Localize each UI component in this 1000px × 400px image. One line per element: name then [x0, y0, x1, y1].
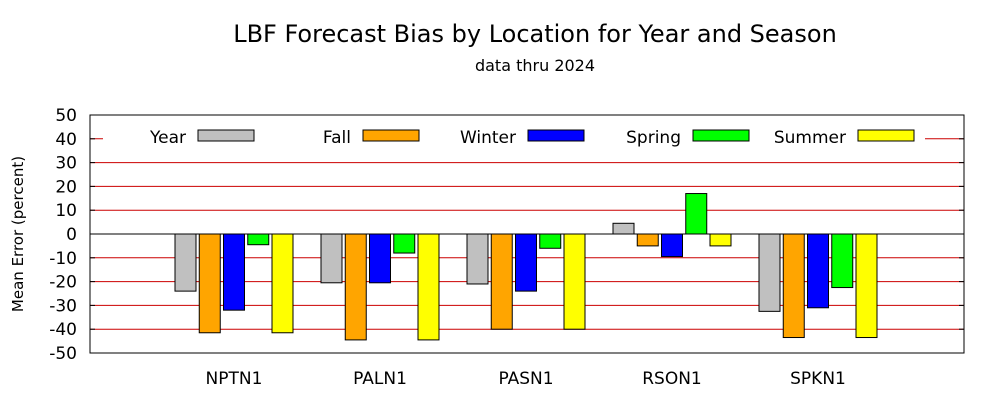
bar-spkn1-year: [758, 233, 781, 312]
bar-nptn1-spring: [247, 233, 270, 246]
x-tick-label: PASN1: [498, 369, 553, 389]
legend-swatch-spring: [692, 129, 750, 142]
bar-pasn1-year: [466, 233, 489, 285]
bar-nptn1-year: [174, 233, 197, 292]
y-tick-label: -20: [49, 273, 77, 293]
y-axis-label: Mean Error (percent): [9, 156, 27, 312]
legend-swatch-year: [197, 129, 255, 142]
bar-paln1-year: [320, 233, 343, 284]
bar-nptn1-winter: [223, 233, 245, 311]
y-tick-label: 10: [55, 201, 77, 221]
bar-spkn1-spring: [831, 233, 854, 289]
bar-spkn1-winter: [807, 233, 829, 309]
y-tick-label: -50: [49, 344, 77, 364]
legend-label-year: Year: [149, 128, 186, 148]
bar-nptn1-fall: [198, 233, 221, 334]
y-tick-label: -40: [49, 320, 77, 340]
bar-paln1-fall: [344, 233, 367, 341]
legend-label-fall: Fall: [323, 128, 351, 148]
bar-spkn1-fall: [782, 233, 805, 339]
x-tick-label: RSON1: [642, 369, 702, 389]
chart-subtitle: data thru 2024: [474, 56, 596, 75]
legend-label-summer: Summer: [774, 128, 846, 148]
legend-swatch-fall: [362, 129, 420, 142]
bar-pasn1-fall: [490, 233, 513, 330]
y-tick-label: 50: [55, 106, 77, 126]
bar-pasn1-summer: [563, 233, 586, 330]
bar-pasn1-winter: [515, 233, 537, 292]
bar-rson1-year: [612, 222, 635, 235]
legend-label-winter: Winter: [460, 128, 516, 148]
y-tick-label: 0: [66, 225, 77, 245]
bar-spkn1-summer: [855, 233, 878, 339]
bar-paln1-spring: [393, 233, 416, 254]
y-tick-label: 40: [55, 130, 77, 150]
bar-nptn1-summer: [271, 233, 294, 334]
bar-paln1-summer: [417, 233, 440, 341]
x-tick-label: SPKN1: [790, 369, 846, 389]
bar-rson1-fall: [636, 233, 659, 247]
legend-swatch-summer: [857, 129, 915, 142]
chart-title: LBF Forecast Bias by Location for Year a…: [233, 20, 837, 48]
y-tick-label: 20: [55, 177, 77, 197]
y-tick-label: -10: [49, 249, 77, 269]
bar-rson1-summer: [709, 233, 732, 247]
bar-rson1-winter: [661, 233, 683, 258]
bar-pasn1-spring: [539, 233, 562, 249]
legend-label-spring: Spring: [626, 128, 681, 148]
plot-frame: [89, 114, 965, 354]
x-tick-label: NPTN1: [206, 369, 263, 389]
bar-paln1-winter: [369, 233, 391, 284]
legend-swatch-winter: [527, 129, 585, 142]
y-tick-label: 30: [55, 154, 77, 174]
y-tick-label: -30: [49, 296, 77, 316]
bar-rson1-spring: [685, 193, 708, 235]
x-tick-label: PALN1: [353, 369, 407, 389]
